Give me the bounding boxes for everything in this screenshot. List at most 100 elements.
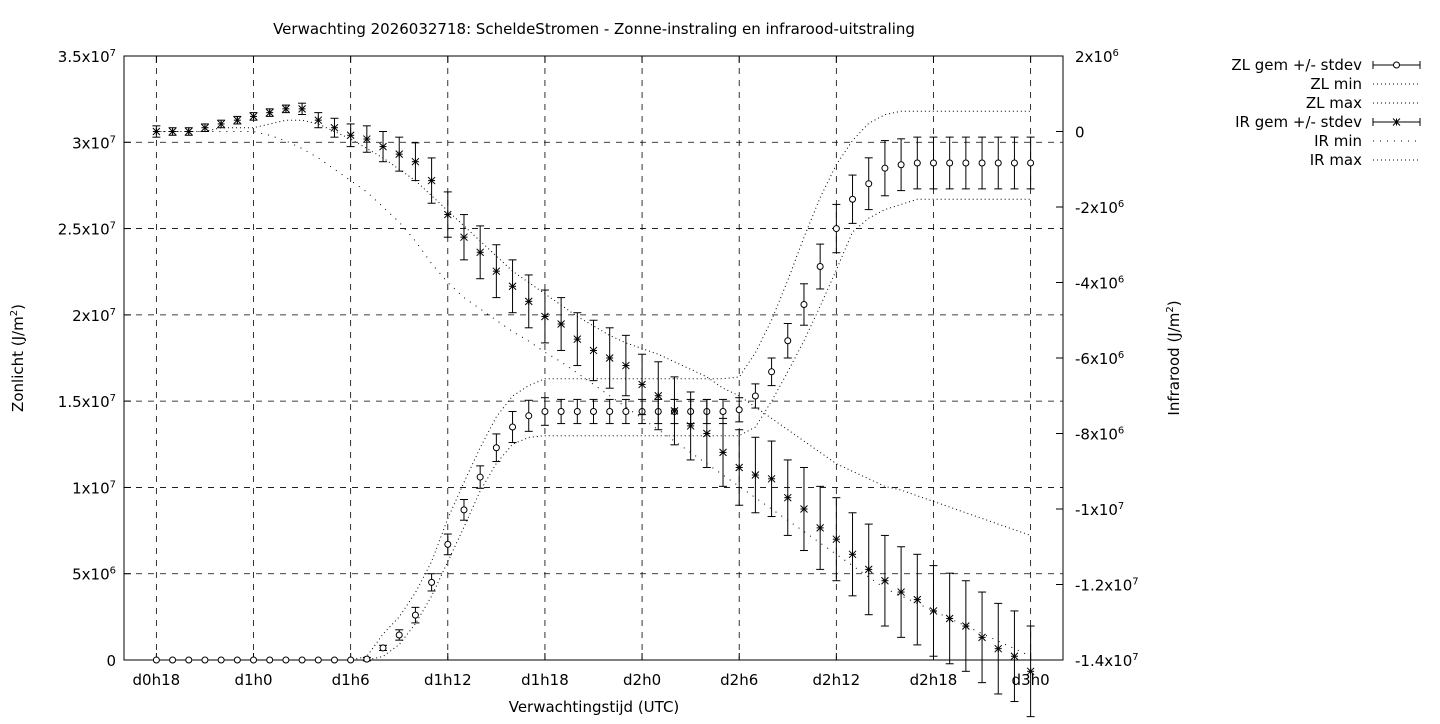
ir-mean-point bbox=[654, 391, 663, 400]
zl-mean-point bbox=[395, 631, 403, 639]
ir-mean-point bbox=[249, 112, 258, 121]
ir-mean-point bbox=[945, 614, 954, 623]
y-tick-label-right: -2x106 bbox=[1075, 199, 1124, 217]
zl-mean-point bbox=[751, 392, 759, 400]
zl-mean-point bbox=[719, 407, 727, 415]
ir-mean-point bbox=[832, 535, 841, 544]
zl-mean-point bbox=[849, 195, 857, 203]
ir-mean-point bbox=[978, 633, 986, 642]
zl-mean-point bbox=[832, 225, 840, 233]
ir-mean-point bbox=[460, 233, 468, 242]
ir-mean-point bbox=[362, 135, 371, 143]
zl-mean-point bbox=[800, 301, 808, 309]
zl-mean-point bbox=[201, 656, 209, 664]
zl-mean-point bbox=[590, 407, 597, 415]
legend-label: ZL max bbox=[1306, 94, 1362, 112]
zl-mean-point bbox=[622, 407, 630, 415]
ir-mean-point bbox=[638, 380, 646, 389]
y-axis-label-right-tail: ) bbox=[1165, 300, 1183, 306]
y-axis-label-left-sup: 2 bbox=[9, 310, 20, 316]
ir-mean-point bbox=[816, 524, 825, 532]
legend-swatch-star bbox=[1392, 118, 1401, 126]
ir-mean-point bbox=[622, 361, 630, 370]
y-tick-label-right: -1.4x107 bbox=[1075, 652, 1139, 670]
zl-mean-point bbox=[169, 656, 177, 664]
legend-label: ZL gem +/- stdev bbox=[1231, 56, 1362, 74]
x-axis-label: Verwachtingstijd (UTC) bbox=[509, 698, 680, 716]
ir-mean-point bbox=[427, 176, 436, 185]
zl-mean-point bbox=[1027, 159, 1035, 167]
ir-mean-point bbox=[492, 267, 501, 276]
zl-mean-point bbox=[881, 164, 889, 172]
ir-mean-point bbox=[508, 282, 517, 291]
zl-mean-point bbox=[314, 656, 322, 664]
y-tick-label-right: -4x106 bbox=[1075, 275, 1124, 293]
ir-mean-point bbox=[265, 108, 274, 117]
x-tick-label: d1h6 bbox=[332, 671, 370, 689]
chart-title: Verwachting 2026032718: ScheldeStromen -… bbox=[273, 20, 915, 38]
ir-mean-point bbox=[994, 644, 1003, 653]
ir-mean-point bbox=[881, 576, 889, 585]
ir-mean-point bbox=[864, 565, 873, 574]
zl-mean-point bbox=[282, 656, 290, 664]
zl-mean-point bbox=[330, 656, 338, 664]
y-tick-label-left: 2x107 bbox=[72, 307, 116, 325]
zl-mean-point bbox=[217, 656, 225, 664]
y-tick-label-left: 1x107 bbox=[72, 479, 116, 497]
y-tick-label-left: 1.5x107 bbox=[58, 393, 116, 411]
x-tick-label: d1h18 bbox=[521, 671, 569, 689]
y-tick-label-left: 0 bbox=[106, 652, 116, 670]
y-axis-label-right-sup: 2 bbox=[1165, 306, 1176, 312]
x-tick-label: d0h18 bbox=[133, 671, 181, 689]
ir-mean-point bbox=[298, 104, 306, 113]
y-tick-label-right: -8x106 bbox=[1075, 426, 1124, 444]
zl-mean-point bbox=[444, 540, 452, 548]
y-tick-label-right: -6x106 bbox=[1075, 350, 1124, 368]
series-layer bbox=[152, 102, 1035, 718]
ir-mean-point bbox=[217, 120, 225, 128]
zl-mean-point bbox=[525, 412, 533, 420]
zl-mean-point bbox=[411, 611, 419, 619]
ir-mean-point bbox=[897, 588, 905, 596]
legend-label: IR max bbox=[1310, 151, 1362, 169]
ir-min-line bbox=[156, 131, 1031, 657]
ir-mean-point bbox=[800, 505, 808, 513]
ir-mean-point bbox=[783, 493, 792, 502]
ir-mean-point bbox=[686, 422, 695, 430]
x-tick-label: d2h6 bbox=[720, 671, 758, 689]
legend-swatch-circle bbox=[1393, 61, 1400, 69]
y-tick-label-left: 3.5x107 bbox=[58, 48, 116, 66]
y-axis-label-left-base: Zonlicht (J/m bbox=[9, 316, 27, 412]
ir-mean-point bbox=[168, 127, 177, 136]
ir-mean-point bbox=[395, 150, 404, 159]
ir-mean-point bbox=[541, 312, 549, 321]
zl-mean-point bbox=[784, 337, 792, 345]
y-axis-label-left-tail: ) bbox=[9, 304, 27, 310]
ir-mean-point bbox=[282, 104, 290, 113]
y-axis-label-right-base: Infrarood (J/m bbox=[1165, 313, 1183, 416]
y-tick-label-left: 5x106 bbox=[72, 566, 116, 584]
ir-mean-point bbox=[379, 142, 387, 151]
ir-mean-point bbox=[1026, 667, 1035, 676]
zl-mean-point bbox=[816, 263, 824, 271]
ir-mean-point bbox=[330, 123, 339, 132]
ir-mean-point bbox=[557, 320, 565, 328]
ir-mean-point bbox=[929, 607, 938, 615]
x-tick-label: d1h0 bbox=[234, 671, 272, 689]
ir-mean-point bbox=[767, 474, 776, 483]
ir-mean-point bbox=[702, 429, 711, 438]
zl-mean-point bbox=[929, 159, 937, 167]
ir-mean-point bbox=[233, 116, 242, 125]
zl-mean-point bbox=[379, 644, 387, 652]
ir-mean-point bbox=[443, 210, 452, 219]
zl-mean-point bbox=[1010, 159, 1018, 167]
ir-mean-point bbox=[573, 335, 582, 343]
ir-mean-point bbox=[476, 248, 485, 257]
ir-mean-point bbox=[1010, 652, 1019, 661]
zl-mean-point bbox=[233, 656, 241, 664]
zl-mean-point bbox=[476, 473, 484, 481]
ir-mean-point bbox=[346, 131, 355, 140]
ir-mean-point bbox=[751, 471, 760, 479]
